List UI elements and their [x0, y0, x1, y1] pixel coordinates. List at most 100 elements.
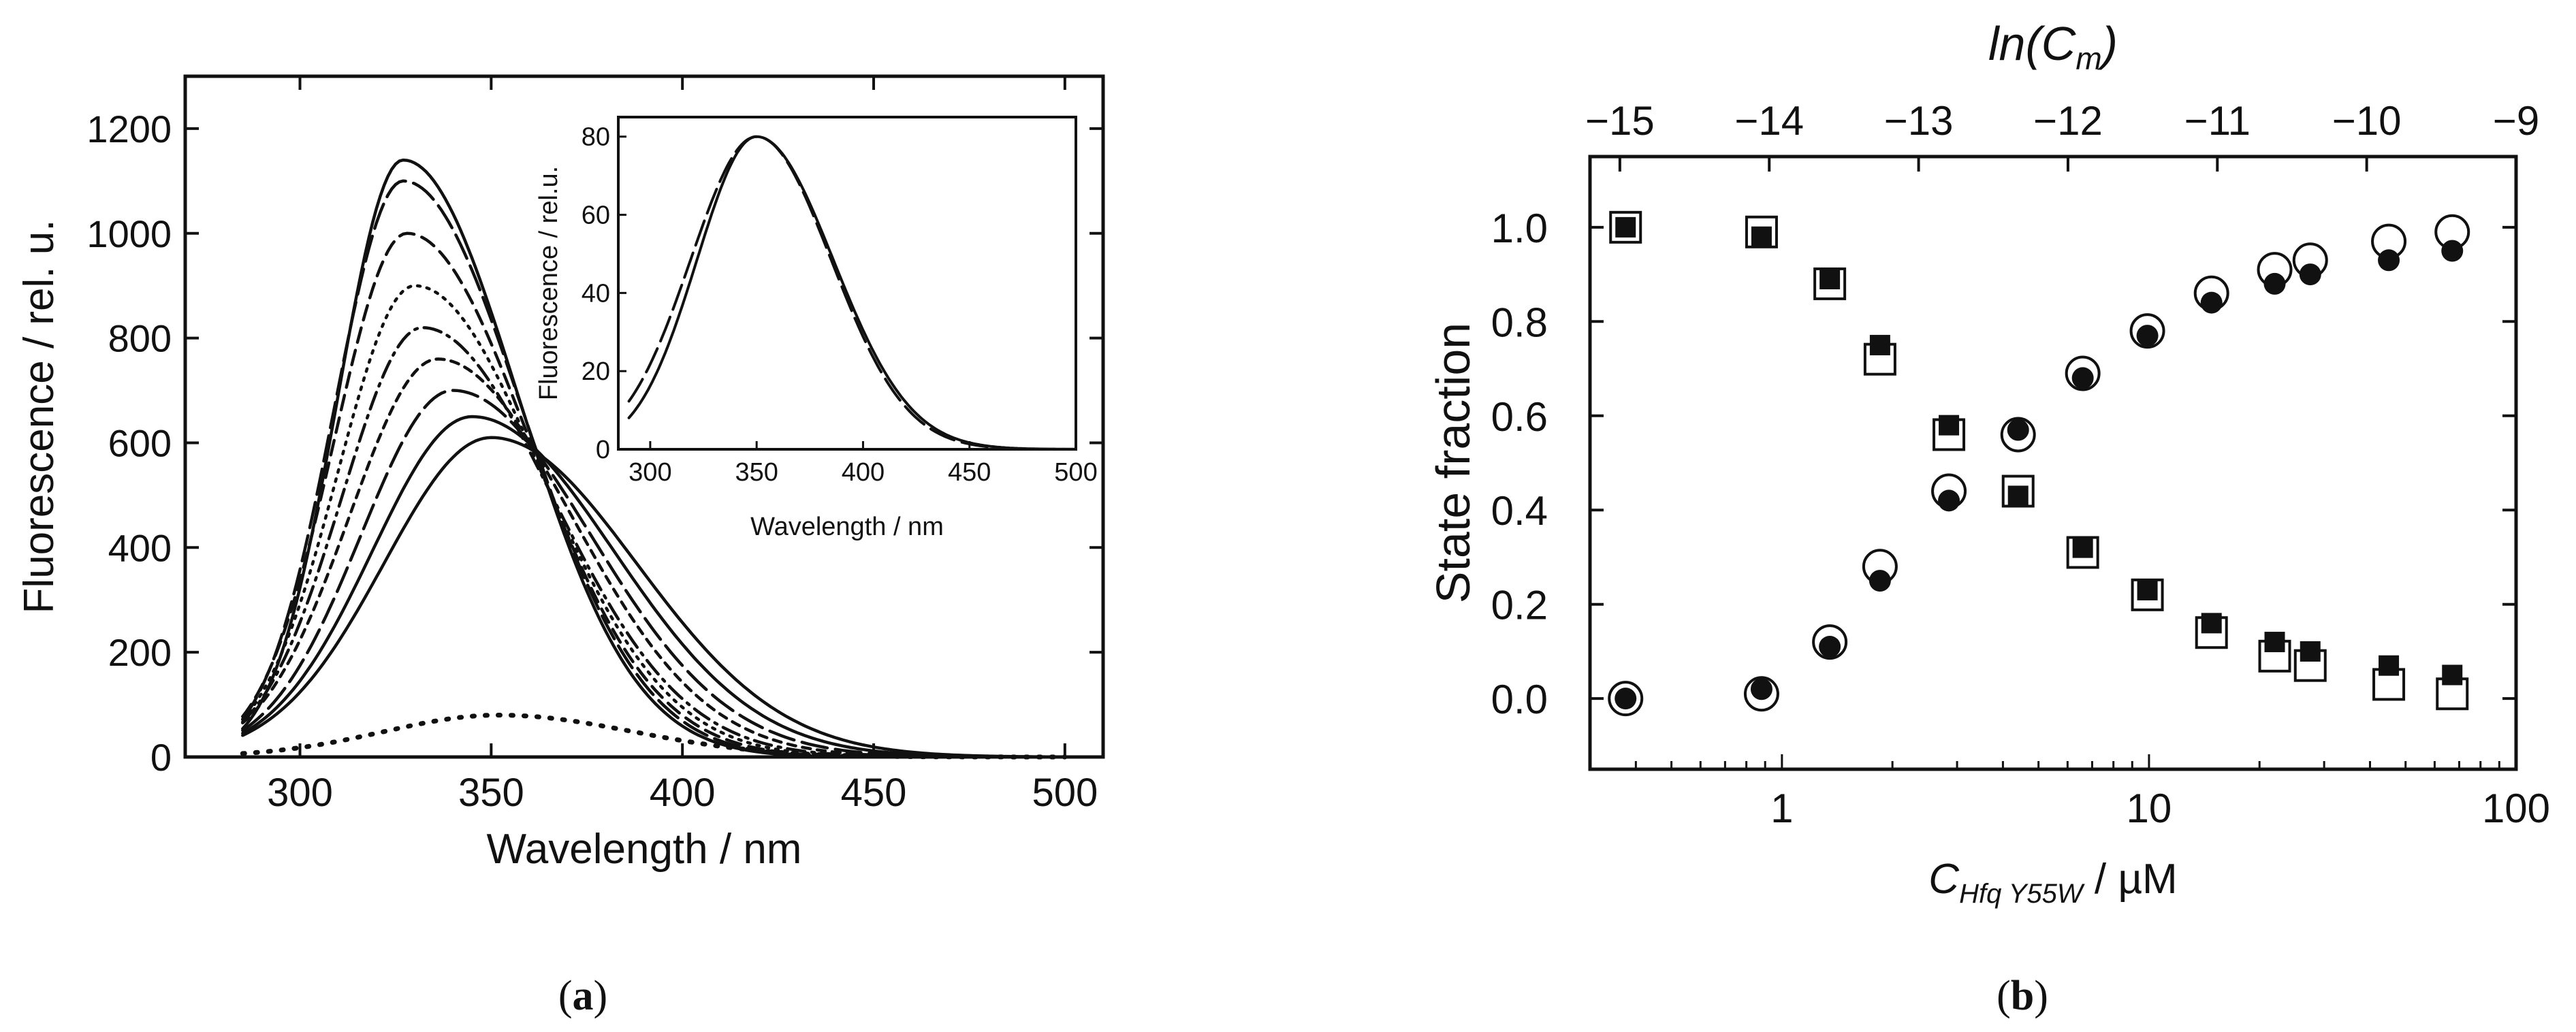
y-tick-label: 600	[108, 421, 172, 464]
panel-b-top-ticks: −15 −14 −13 −12 −11 −10 −9	[1585, 98, 2539, 172]
filled-circle-point	[1869, 570, 1891, 592]
filled-circle-point	[2263, 272, 2286, 295]
inset-spectra	[627, 135, 1077, 451]
y-tick-label: 1200	[86, 108, 172, 150]
panel-b-x-axis-label: CHfq Y55W / µM	[1928, 856, 2177, 909]
filled-square-point	[2007, 485, 2029, 506]
filled-square-point	[2300, 641, 2321, 662]
filled-square-point	[2264, 632, 2285, 653]
panel-a-label: (a)	[558, 973, 607, 1019]
filled-circle-point	[2071, 367, 2094, 389]
filled-square-point	[2442, 664, 2463, 686]
filled-circle-point	[1750, 678, 1772, 700]
series-open-square	[1609, 210, 2469, 711]
curve-2	[627, 135, 1077, 451]
curve-3	[241, 231, 1067, 759]
filled-circle-point	[2136, 325, 2159, 347]
open-square-point	[2131, 578, 2164, 611]
top-tick-label: −11	[2184, 98, 2251, 144]
panel-a-spectra	[240, 158, 1068, 760]
series-filled-circle	[1615, 240, 2464, 710]
open-square-point	[2066, 536, 2099, 569]
x-tick-label: 350	[458, 771, 524, 815]
inset-y-tick-label: 20	[582, 357, 610, 386]
filled-circle-point	[2007, 419, 2029, 441]
filled-circle-point	[1615, 688, 1637, 710]
y-tick-label: 0	[150, 736, 172, 779]
inset-y-tick-label: 40	[582, 279, 610, 308]
panel-a-y-axis-label: Fluorescence / rel. u.	[16, 220, 63, 614]
panel-a-x-axis-label: Wavelength / nm	[487, 826, 802, 873]
top-tick-label: −10	[2332, 98, 2402, 144]
open-circle-point	[1743, 676, 1779, 712]
x-label-unit: / µM	[2083, 856, 2178, 903]
panel-b-chart: 1 10 100 0.00.20.40.60.81.0 −15 −14 −13 −12 −1…	[1427, 17, 2550, 1019]
panel-b-y-axis-label: State fraction	[1427, 323, 1480, 603]
x-tick-label: 300	[267, 771, 333, 815]
filled-circle-point	[2378, 249, 2400, 272]
panel-b-letter: b	[2011, 973, 2034, 1019]
filled-circle-point	[2200, 291, 2223, 314]
inset-x-tick-label: 300	[629, 458, 671, 487]
open-circle-point	[1812, 624, 1848, 660]
filled-square-point	[2137, 579, 2158, 600]
panel-b-top-axis-label: ln(Cm)	[1988, 17, 2118, 76]
inset-y-ticks: 0 20 40 60 80	[582, 123, 626, 464]
inset-background	[617, 116, 1077, 451]
top-label-main: ln(C	[1988, 17, 2076, 70]
top-tick-label: −9	[2493, 98, 2539, 144]
panel-a-frame	[183, 74, 1105, 759]
filled-circle-point	[1938, 489, 1960, 512]
open-circle-point	[2000, 417, 2036, 453]
panel-b-label: (b)	[1997, 973, 2048, 1019]
panel-a-letter: a	[573, 973, 594, 1019]
y-tick-label: 1.0	[1491, 206, 1548, 251]
series-open-circle	[1608, 214, 2470, 717]
series-filled-square	[1615, 216, 2463, 686]
inset-x-axis-label: Wavelength / nm	[750, 513, 944, 541]
y-tick-label: 800	[108, 317, 172, 360]
open-circle-point	[2129, 313, 2165, 349]
filled-square-point	[1751, 226, 1772, 247]
inset-y-tick-label: 60	[582, 201, 610, 230]
curve-8	[241, 415, 1067, 759]
x-tick-label: 10	[2127, 786, 2172, 831]
top-tick-label: −14	[1734, 98, 1804, 144]
filled-square-point	[2072, 537, 2093, 558]
filled-circle-point	[2441, 240, 2464, 262]
y-tick-label: 1000	[86, 212, 172, 255]
top-tick-label: −15	[1585, 98, 1655, 144]
filled-square-point	[1869, 334, 1890, 355]
panel-b-y-ticks: 0.0 0.2 0.4 0.6 0.8 1.0	[1491, 206, 2516, 722]
open-square-point	[1813, 267, 1847, 300]
x-tick-label: 100	[2482, 786, 2550, 831]
panel-b-points	[1608, 210, 2470, 717]
inset-y-tick-label: 0	[596, 436, 610, 464]
filled-square-point	[2201, 613, 2222, 634]
y-tick-label: 0.6	[1491, 394, 1548, 440]
open-square-point	[2001, 474, 2035, 508]
inset-y-axis-label: Fluorescence / rel.u.	[535, 166, 563, 400]
filled-circle-point	[1819, 636, 1841, 658]
panel-b-x-ticks: 1 10 100	[1589, 754, 2550, 831]
y-tick-label: 200	[108, 631, 172, 674]
x-tick-label: 1	[1770, 786, 1793, 831]
inset-x-tick-label: 400	[842, 458, 885, 487]
filled-circle-point	[2299, 263, 2321, 286]
x-tick-label: 500	[1032, 771, 1098, 815]
open-square-point	[1609, 210, 1642, 244]
panel-b-frame	[1588, 155, 2518, 771]
inset-x-tick-label: 450	[948, 458, 991, 487]
x-label-symbol: C	[1928, 856, 1960, 903]
panel-a-inset: 300 350 400 450 500 0 20 40 60 80 Wavelength / n…	[535, 116, 1098, 541]
x-tick-label: 400	[650, 771, 716, 815]
inset-x-tick-label: 350	[735, 458, 778, 487]
panel-a-x-ticks: 300 350 400 450 500	[267, 76, 1098, 815]
filled-square-point	[1939, 415, 1960, 436]
curve-9	[241, 436, 1067, 759]
inset-y-tick-label: 80	[582, 123, 610, 152]
inset-x-ticks: 300 350 400 450 500	[629, 441, 1098, 487]
